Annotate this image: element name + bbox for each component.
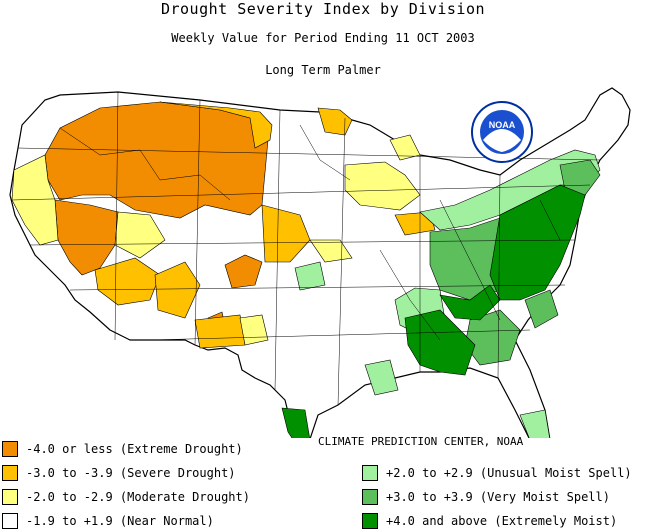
- legend-label: -4.0 or less (Extreme Drought): [26, 442, 243, 456]
- legend-swatch: [362, 465, 378, 481]
- legend-item-extremely-moist: +4.0 and above (Extremely Moist): [362, 512, 617, 530]
- drought-regions: [11, 101, 436, 349]
- legend-label: +4.0 and above (Extremely Moist): [386, 514, 618, 528]
- legend-swatch: [2, 441, 18, 457]
- noaa-logo: NOAA: [471, 101, 533, 163]
- legend-swatch: [362, 513, 378, 529]
- legend-label: +3.0 to +3.9 (Very Moist Spell): [386, 490, 610, 504]
- legend-swatch: [2, 513, 18, 529]
- legend-item-near-normal: -1.9 to +1.9 (Near Normal): [2, 512, 214, 530]
- map-title: Drought Severity Index by Division: [160, 0, 486, 18]
- noaa-logo-text: NOAA: [489, 120, 516, 130]
- credit-text: CLIMATE PREDICTION CENTER, NOAA: [318, 435, 524, 448]
- index-name: Long Term Palmer: [265, 63, 381, 77]
- legend-swatch: [2, 489, 18, 505]
- legend-label: -2.0 to -2.9 (Moderate Drought): [26, 490, 250, 504]
- legend-item-unusual-moist: +2.0 to +2.9 (Unusual Moist Spell): [362, 464, 632, 482]
- moist-regions: [281, 149, 601, 438]
- map-subtitle: Weekly Value for Period Ending 11 OCT 20…: [171, 31, 475, 45]
- legend-label: +2.0 to +2.9 (Unusual Moist Spell): [386, 466, 632, 480]
- legend-item-moderate-drought: -2.0 to -2.9 (Moderate Drought): [2, 488, 250, 506]
- legend-label: -3.0 to -3.9 (Severe Drought): [26, 466, 236, 480]
- legend-item-extreme-drought: -4.0 or less (Extreme Drought): [2, 440, 243, 458]
- legend-swatch: [2, 465, 18, 481]
- legend-label: -1.9 to +1.9 (Near Normal): [26, 514, 214, 528]
- drought-map: NOAA: [9, 87, 631, 438]
- legend-item-very-moist: +3.0 to +3.9 (Very Moist Spell): [362, 488, 610, 506]
- legend-swatch: [362, 489, 378, 505]
- legend-item-severe-drought: -3.0 to -3.9 (Severe Drought): [2, 464, 236, 482]
- division-lines: [11, 91, 601, 406]
